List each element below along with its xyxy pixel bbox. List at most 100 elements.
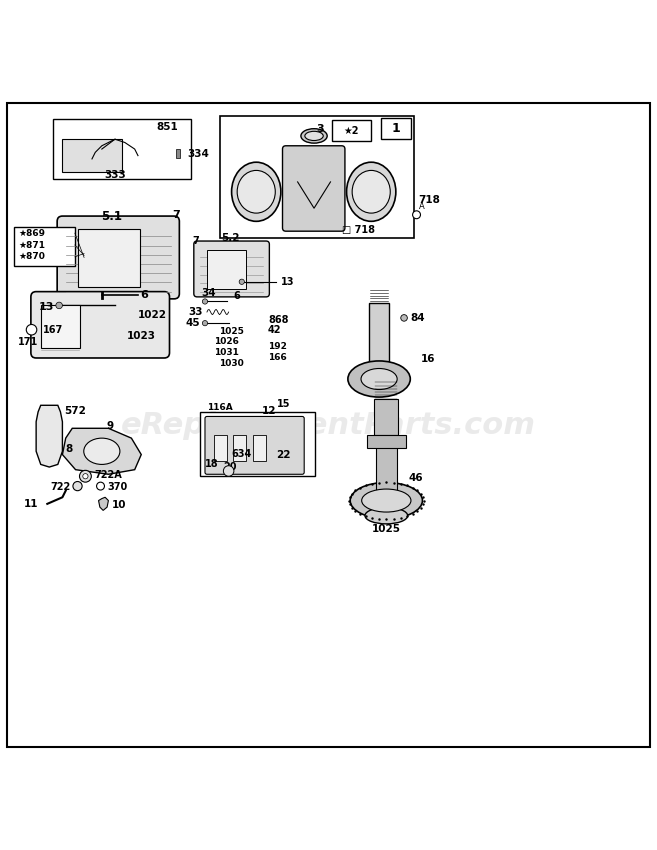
Bar: [369, 303, 389, 379]
Ellipse shape: [365, 507, 407, 524]
Text: 12: 12: [262, 405, 277, 416]
FancyBboxPatch shape: [57, 216, 179, 299]
Text: 718: 718: [419, 195, 440, 205]
Bar: [53, 120, 191, 178]
Text: 334: 334: [187, 150, 209, 159]
Ellipse shape: [231, 162, 281, 221]
Text: 6: 6: [233, 291, 240, 301]
Text: □ 718: □ 718: [342, 225, 374, 235]
Ellipse shape: [84, 438, 120, 464]
Bar: [332, 120, 371, 141]
Ellipse shape: [347, 162, 396, 221]
Text: 634: 634: [232, 449, 252, 459]
Text: 11: 11: [24, 499, 38, 509]
Circle shape: [26, 325, 37, 335]
Text: 9: 9: [107, 422, 114, 431]
Bar: [220, 116, 414, 238]
Text: 3: 3: [317, 124, 325, 134]
Text: 572: 572: [64, 405, 86, 416]
Text: ★2: ★2: [344, 126, 359, 136]
Circle shape: [401, 314, 407, 321]
Ellipse shape: [352, 170, 390, 213]
Circle shape: [79, 470, 91, 482]
Text: 33: 33: [188, 307, 202, 317]
Text: 8: 8: [66, 444, 73, 454]
Text: 22: 22: [277, 450, 291, 460]
Text: ★870: ★870: [18, 252, 45, 261]
Circle shape: [239, 279, 244, 285]
Text: 370: 370: [107, 482, 127, 492]
Bar: [253, 435, 266, 462]
Text: 333: 333: [104, 170, 126, 180]
Text: 868: 868: [268, 314, 288, 325]
Text: 18: 18: [205, 459, 218, 469]
Polygon shape: [99, 497, 108, 510]
Text: 722: 722: [51, 482, 71, 492]
Bar: [233, 435, 246, 462]
Text: 192: 192: [268, 342, 287, 351]
Text: 116A: 116A: [207, 403, 233, 411]
Text: A: A: [419, 201, 424, 211]
Text: eReplacementParts.com: eReplacementParts.com: [121, 411, 536, 439]
Text: 1023: 1023: [127, 331, 156, 341]
Text: 84: 84: [411, 313, 425, 323]
Ellipse shape: [237, 170, 275, 213]
Circle shape: [223, 466, 234, 476]
Text: 5.2: 5.2: [221, 233, 239, 243]
Text: 1025: 1025: [219, 327, 244, 337]
Text: 10: 10: [112, 500, 126, 510]
Bar: [381, 117, 411, 139]
Text: 46: 46: [409, 473, 423, 483]
Ellipse shape: [348, 361, 410, 397]
Circle shape: [202, 320, 208, 326]
Text: 34: 34: [202, 288, 216, 298]
Text: 6: 6: [140, 290, 148, 300]
Ellipse shape: [305, 131, 323, 140]
Text: 1025: 1025: [372, 524, 401, 534]
Text: ★869: ★869: [18, 229, 45, 238]
Text: 1022: 1022: [138, 309, 167, 320]
Bar: [78, 230, 140, 287]
Ellipse shape: [301, 128, 327, 143]
Text: 16: 16: [420, 354, 435, 365]
Circle shape: [73, 481, 82, 490]
Text: 13: 13: [39, 302, 54, 312]
Text: 15: 15: [277, 399, 290, 409]
Text: 1: 1: [392, 122, 401, 135]
Bar: [367, 435, 406, 448]
FancyBboxPatch shape: [194, 241, 269, 297]
Circle shape: [413, 211, 420, 218]
Bar: [374, 399, 398, 435]
Circle shape: [83, 473, 88, 479]
FancyBboxPatch shape: [283, 146, 345, 231]
Text: 166: 166: [268, 353, 287, 362]
Text: 1031: 1031: [214, 348, 239, 357]
Ellipse shape: [361, 369, 397, 389]
Text: 167: 167: [43, 325, 63, 335]
Ellipse shape: [350, 483, 422, 518]
Text: 851: 851: [156, 122, 179, 133]
Text: 5.1: 5.1: [101, 210, 122, 223]
Circle shape: [97, 482, 104, 490]
Polygon shape: [36, 405, 62, 467]
Text: 20: 20: [223, 462, 237, 472]
Text: 171: 171: [18, 337, 37, 347]
Bar: [14, 227, 75, 266]
Text: 45: 45: [186, 318, 200, 328]
Bar: [176, 149, 180, 158]
Text: 1026: 1026: [214, 337, 239, 346]
Circle shape: [56, 302, 62, 309]
Bar: [41, 305, 80, 348]
FancyBboxPatch shape: [31, 292, 170, 358]
FancyBboxPatch shape: [205, 416, 304, 474]
Text: 13: 13: [281, 277, 295, 286]
Text: 42: 42: [268, 325, 282, 335]
Bar: [200, 412, 315, 476]
Text: 1030: 1030: [219, 359, 244, 368]
Ellipse shape: [361, 489, 411, 512]
Polygon shape: [62, 428, 141, 474]
Bar: [214, 435, 227, 462]
Bar: [376, 438, 397, 497]
Bar: [62, 139, 122, 172]
Text: ★871: ★871: [18, 241, 45, 250]
